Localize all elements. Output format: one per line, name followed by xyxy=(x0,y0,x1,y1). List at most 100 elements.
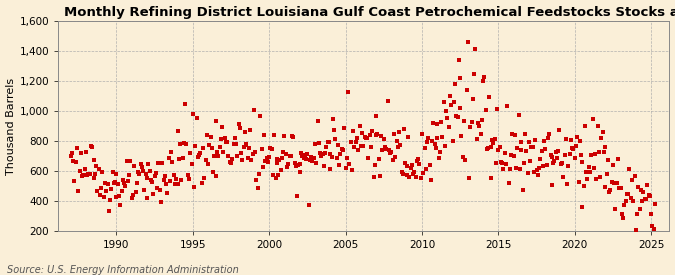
Point xyxy=(163,156,174,160)
Point xyxy=(606,180,617,184)
Point xyxy=(273,172,284,177)
Point xyxy=(414,162,425,166)
Point xyxy=(381,147,392,151)
Point xyxy=(199,176,210,181)
Point xyxy=(462,40,473,44)
Point xyxy=(418,170,429,175)
Point xyxy=(119,180,130,185)
Point xyxy=(551,156,562,161)
Point xyxy=(452,114,463,119)
Point xyxy=(181,142,192,146)
Point xyxy=(568,147,579,151)
Point xyxy=(363,156,374,160)
Point xyxy=(165,179,176,183)
Point xyxy=(545,153,556,157)
Point xyxy=(155,188,165,192)
Point xyxy=(288,134,299,139)
Point xyxy=(379,145,390,149)
Point xyxy=(323,140,333,144)
Point xyxy=(609,181,620,185)
Point xyxy=(178,156,188,160)
Point xyxy=(558,174,568,179)
Point xyxy=(136,165,147,169)
Point xyxy=(360,135,371,140)
Point xyxy=(248,108,259,112)
Point xyxy=(485,176,496,180)
Point xyxy=(74,169,85,173)
Point xyxy=(648,226,659,231)
Point xyxy=(175,142,186,146)
Text: Source: U.S. Energy Information Administration: Source: U.S. Energy Information Administ… xyxy=(7,265,238,275)
Point xyxy=(352,136,362,140)
Point xyxy=(241,142,252,146)
Point xyxy=(236,151,246,156)
Point xyxy=(406,163,417,167)
Point xyxy=(211,119,221,124)
Point xyxy=(386,150,397,154)
Point xyxy=(454,58,464,62)
Point xyxy=(638,189,649,194)
Point xyxy=(146,180,157,185)
Point xyxy=(441,109,452,113)
Point xyxy=(124,173,134,177)
Point xyxy=(396,170,407,174)
Point xyxy=(257,164,268,169)
Point xyxy=(641,196,651,201)
Point xyxy=(603,189,614,194)
Point xyxy=(429,142,440,147)
Point xyxy=(155,199,166,204)
Point xyxy=(128,193,138,197)
Point xyxy=(172,129,183,133)
Point xyxy=(234,126,245,130)
Point xyxy=(646,212,657,216)
Point xyxy=(70,160,81,164)
Point xyxy=(401,173,412,177)
Point xyxy=(270,176,281,181)
Point xyxy=(543,136,554,141)
Text: Monthly Refining District Louisiana Gulf Coast Petrochemical Feedstocks Stocks a: Monthly Refining District Louisiana Gulf… xyxy=(65,6,675,18)
Point xyxy=(402,135,413,139)
Point xyxy=(383,148,394,152)
Point xyxy=(489,137,500,141)
Point xyxy=(642,183,653,187)
Point xyxy=(79,167,90,171)
Point xyxy=(120,184,131,188)
Point xyxy=(224,160,235,164)
Point xyxy=(251,178,262,182)
Point xyxy=(605,188,616,192)
Point xyxy=(471,137,482,142)
Point xyxy=(466,120,477,124)
Point xyxy=(280,152,291,156)
Point xyxy=(389,132,400,136)
Point xyxy=(618,216,628,220)
Point xyxy=(513,113,524,118)
Point xyxy=(190,144,200,148)
Point xyxy=(547,155,558,159)
Point xyxy=(564,152,575,156)
Point xyxy=(153,161,164,165)
Point xyxy=(112,182,123,187)
Point xyxy=(279,134,290,139)
Point xyxy=(284,154,295,158)
Point xyxy=(84,172,95,176)
Point xyxy=(246,157,256,162)
Point xyxy=(72,146,82,150)
Point xyxy=(398,172,408,177)
Point xyxy=(302,152,313,156)
Point xyxy=(330,137,341,141)
Point xyxy=(358,144,369,148)
Point xyxy=(549,158,560,163)
Point xyxy=(624,167,635,171)
Point xyxy=(171,177,182,181)
Point xyxy=(271,157,282,161)
Point xyxy=(106,187,117,191)
Point xyxy=(628,199,639,204)
Point xyxy=(405,166,416,170)
Point xyxy=(399,127,410,132)
Point xyxy=(540,147,551,151)
Point xyxy=(560,136,571,141)
Y-axis label: Thousand Barrels: Thousand Barrels xyxy=(5,78,16,175)
Point xyxy=(140,171,151,176)
Point xyxy=(211,174,221,178)
Point xyxy=(331,155,342,160)
